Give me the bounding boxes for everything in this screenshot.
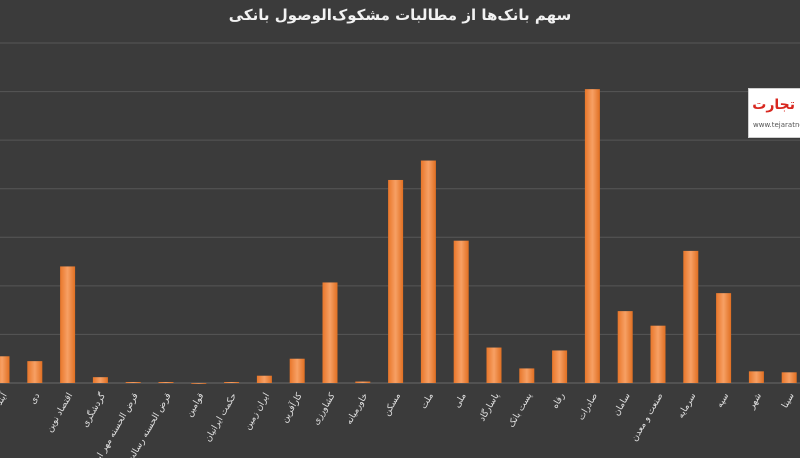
x-tick-label: دی <box>28 392 42 407</box>
bar <box>224 382 240 383</box>
bar <box>617 311 633 383</box>
bar <box>650 325 666 383</box>
x-tick-label: سامان <box>612 392 633 418</box>
x-tick-label: پاسارگاد <box>476 390 502 423</box>
bar <box>584 89 600 384</box>
x-tick-label: سپه <box>715 392 731 410</box>
watermark-logo: تجارت نیوز www.tejaratnews.com <box>748 88 800 138</box>
x-tick-label: اقتصاد نوین <box>45 392 75 435</box>
bar <box>60 266 76 383</box>
chart-title: سهم بانک‌ها از مطالبات مشکوک‌الوصول بانک… <box>228 6 572 24</box>
x-tick-label: خاورمیانه <box>344 392 370 427</box>
bar <box>683 250 699 383</box>
x-tick-label: مسکن <box>382 391 403 418</box>
x-tick-label: رفاه <box>550 392 567 411</box>
bar <box>191 383 207 384</box>
x-tick-label: آینده <box>0 390 10 411</box>
bar <box>519 368 535 383</box>
x-tick-label: ایران زمین <box>243 392 272 432</box>
bar <box>125 382 141 383</box>
x-tick-label: سینا <box>780 392 797 411</box>
bar <box>716 293 732 383</box>
x-tick-label: کشاورزی <box>311 391 338 427</box>
bar <box>322 282 338 383</box>
bar <box>748 371 764 383</box>
bar <box>552 350 568 383</box>
bar <box>256 375 272 383</box>
logo-text: تجارت نیوز <box>749 97 795 113</box>
x-tick-label: صادرات <box>576 392 600 423</box>
x-tick-label: کارآفرین <box>278 390 305 425</box>
bar <box>388 179 404 383</box>
x-tick-label: قوامین <box>185 392 207 419</box>
x-tick-label: گردشگری <box>79 390 109 429</box>
bar <box>355 381 371 383</box>
bars <box>0 89 797 384</box>
bar <box>420 160 436 383</box>
x-tick-label: صنعت و معدن <box>630 392 666 444</box>
bar <box>453 240 469 383</box>
logo-url: www.tejaratnews.com <box>753 121 800 129</box>
x-tick-label: پست بانک <box>507 391 535 429</box>
bar <box>27 361 43 383</box>
x-tick-label: ملی <box>452 391 468 409</box>
x-tick-label: سرمایه <box>676 392 698 421</box>
bar <box>486 347 502 383</box>
bar <box>0 356 10 383</box>
bar <box>158 382 174 383</box>
x-tick-label: ملت <box>419 391 436 411</box>
bar <box>289 358 305 383</box>
bar <box>781 372 797 383</box>
bar <box>92 377 108 383</box>
x-tick-label: حکمت ایرانیان <box>203 392 239 444</box>
x-tick-label: شهر <box>747 392 764 412</box>
